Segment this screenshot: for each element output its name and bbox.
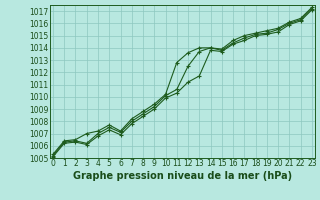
- X-axis label: Graphe pression niveau de la mer (hPa): Graphe pression niveau de la mer (hPa): [73, 171, 292, 181]
